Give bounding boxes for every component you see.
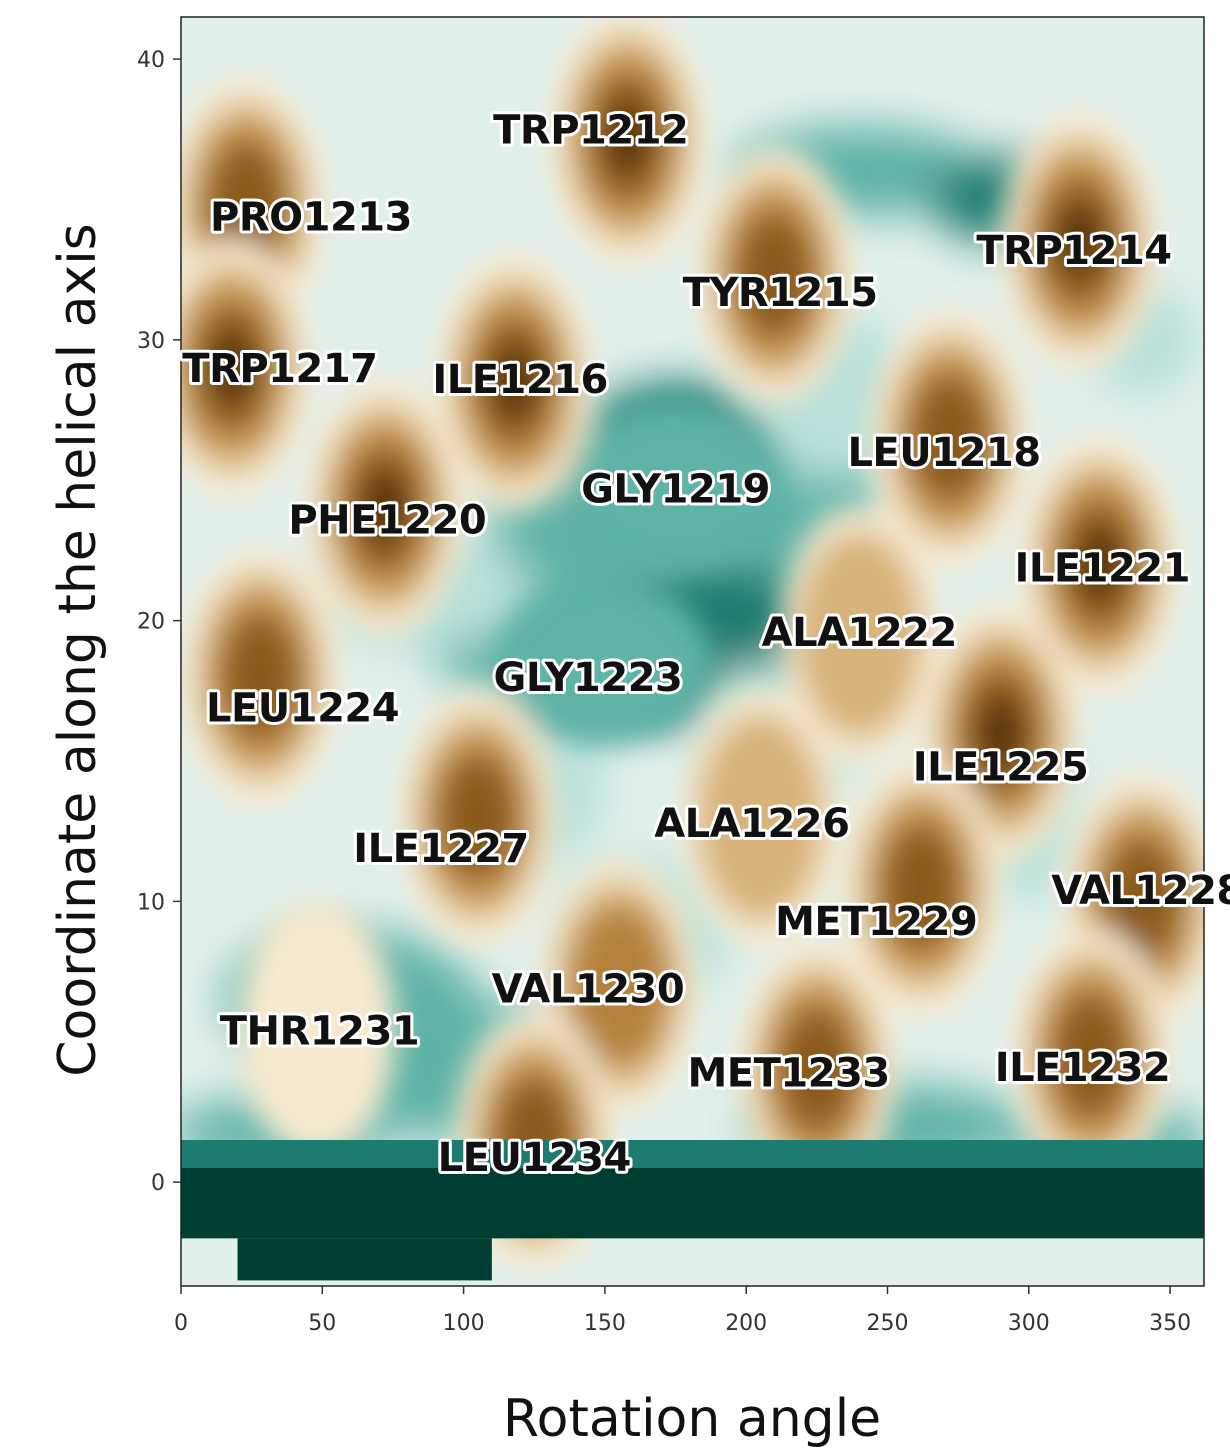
y-axis-title: Coordinate along the helical axis [48,223,108,1077]
residue-label-tyr1215: TYR1215 [683,270,878,316]
patch-core [497,578,713,747]
y-tick-label-30: 30 [137,329,165,354]
residue-label-gly1223: GLY1223 [493,655,682,701]
residue-patch-met1233 [737,940,896,1199]
residue-label-ala1222: ALA1222 [762,610,957,656]
x-axis: 0 50 100 150 200 250 300 350 [174,1286,1191,1336]
plot-area [181,17,1204,1286]
residue-patch-thr1231 [237,898,396,1157]
patch-ring-3 [738,217,811,334]
patch-ring-3 [1106,843,1178,960]
bottom-dark-band [181,1140,1204,1281]
residue-label-ile1232: ILE1232 [995,1045,1171,1091]
residue-patch-phe1220 [305,379,464,638]
residue-patch-val1230 [539,856,699,1115]
residue-patch-ala1222 [780,505,939,764]
residue-patch-gly1223 [497,578,713,747]
x-tick-label-350: 350 [1149,1311,1191,1336]
residue-label-ile1227: ILE1227 [353,826,529,872]
patch-ring-4 [1057,205,1102,278]
residue-labels: TRP1212 PRO1213 TRP1214 TYR1215 ILE1216 TRP12… [179,104,1230,1184]
patch-ring-3 [885,829,958,946]
patch-ring-3 [224,618,296,735]
residue-label-trp1212: TRP1212 [493,107,688,153]
residue-patch-trp1212 [548,17,707,267]
residue-label-ile1221: ILE1221 [1014,545,1190,591]
residue-label-gly1219: GLY1219 [581,467,770,513]
patch-ring-3 [1055,997,1127,1114]
x-tick-label-0: 0 [174,1311,188,1336]
residue-patch-trp1214 [1000,112,1159,371]
patch-ring-4 [209,331,255,405]
residue-patch-ala1226 [681,687,840,947]
residue-patch-ile1232 [1011,926,1171,1185]
x-tick-label-100: 100 [443,1311,485,1336]
residue-label-pro1213: PRO1213 [210,194,412,240]
residue-label-trp1214: TRP1214 [976,228,1171,274]
residue-patch-gly1219 [568,401,783,571]
band-core [181,1168,1204,1239]
patch-ring-2 [569,905,669,1066]
x-axis-title: Rotation angle [503,1389,881,1449]
patch-ring-4 [978,696,1023,770]
residue-label-thr1231: THR1231 [220,1009,419,1055]
residue-label-met1229: MET1229 [775,899,977,945]
residue-patch-tyr1215 [695,146,854,405]
residue-patch-ile1227 [398,687,557,947]
patch-ring-3 [210,146,282,264]
x-tick-label-250: 250 [866,1311,908,1336]
residue-label-trp1217: TRP1217 [182,346,377,392]
patch-ring-1 [795,531,923,738]
y-tick-label-10: 10 [137,890,165,915]
x-tick-label-50: 50 [308,1311,336,1336]
residue-label-leu1218: LEU1218 [847,430,1040,476]
y-tick-label-40: 40 [137,48,165,73]
patch-ring-3 [781,1011,853,1128]
residue-label-leu1224: LEU1224 [206,686,399,732]
residue-patch-trp1217 [181,238,311,498]
y-tick-label-20: 20 [137,610,165,635]
x-tick-label-200: 200 [725,1311,767,1336]
residue-label-val1228: VAL1228 [1051,868,1230,914]
patch-ring-3 [914,380,986,497]
residue-patch-leu1224 [181,547,340,806]
band-lower-lobe [237,1238,492,1281]
y-axis: 0 10 20 30 40 [137,48,181,1196]
x-tick-label-150: 150 [584,1311,626,1336]
patch-ring-0 [237,898,396,1157]
patch-core [568,401,783,571]
residue-label-ala1226: ALA1226 [654,801,849,847]
residue-label-ile1216: ILE1216 [432,357,608,403]
y-tick-label-0: 0 [151,1171,165,1196]
residue-patch-leu1218 [870,308,1029,568]
patch-ring-1 [697,713,824,921]
residue-label-val1230: VAL1230 [492,966,685,1012]
patch-ring-4 [492,345,537,419]
residue-label-met1233: MET1233 [687,1051,889,1097]
patch-ring-4 [605,101,650,174]
x-tick-label-300: 300 [1008,1311,1050,1336]
plot-frame [180,16,1205,1287]
residue-label-leu1234: LEU1234 [438,1135,631,1181]
patch-ring-4 [1077,528,1122,601]
patch-ring-3 [442,759,514,876]
residue-label-ile1225: ILE1225 [913,745,1089,791]
residue-patch-ile1216 [435,252,594,512]
residue-patch-met1229 [842,758,1001,1017]
patch-ring-4 [362,472,407,545]
residue-patch-ile1221 [1020,435,1179,694]
residue-label-phe1220: PHE1220 [288,498,486,544]
